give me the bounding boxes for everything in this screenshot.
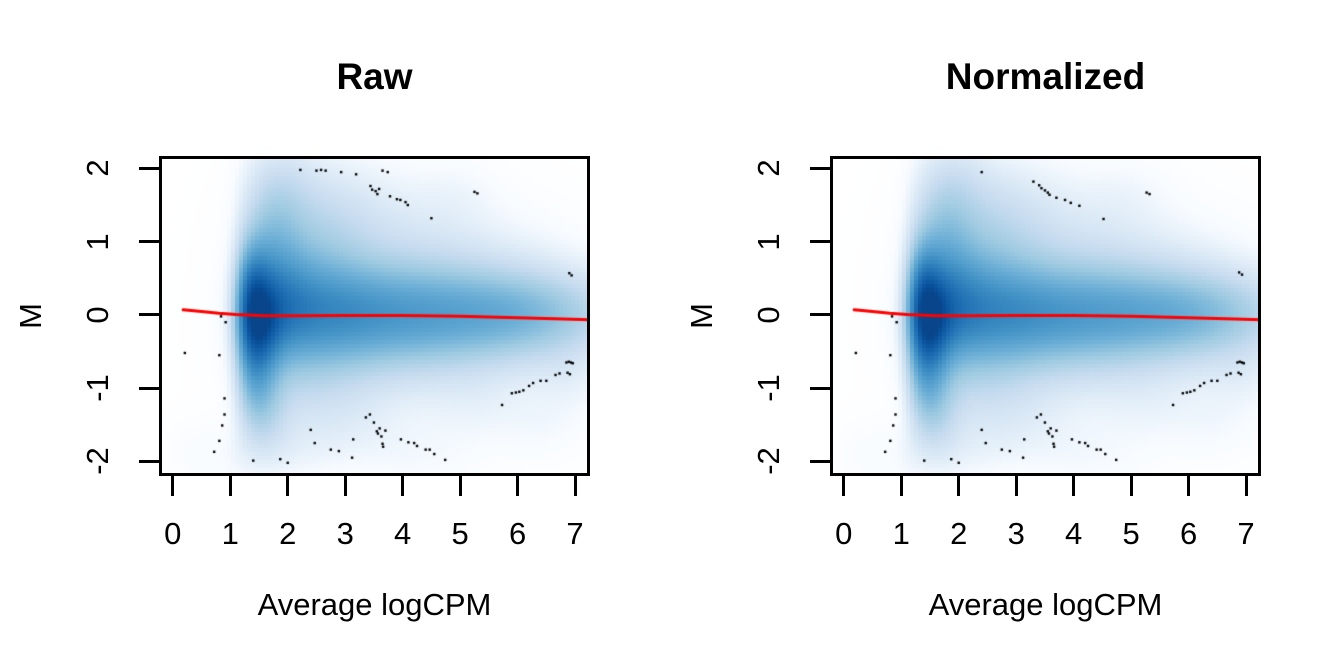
x-axis-label: Average logCPM bbox=[257, 587, 492, 622]
x-tick-label: 2 bbox=[950, 516, 968, 551]
plot-title-raw: Raw bbox=[336, 56, 413, 97]
y-tick-mark bbox=[810, 313, 830, 317]
y-tick-mark bbox=[810, 240, 830, 244]
x-tick-mark bbox=[1129, 476, 1133, 496]
y-tick-label: 1 bbox=[751, 233, 786, 251]
x-tick-label: 7 bbox=[1237, 516, 1255, 551]
x-tick-mark bbox=[401, 476, 405, 496]
y-tick-label: -1 bbox=[80, 374, 115, 402]
x-tick-label: 4 bbox=[1065, 516, 1083, 551]
x-tick-mark bbox=[842, 476, 846, 496]
y-tick-mark bbox=[810, 386, 830, 390]
x-tick-mark bbox=[573, 476, 577, 496]
x-tick-mark bbox=[516, 476, 520, 496]
x-tick-mark bbox=[171, 476, 175, 496]
x-tick-label: 5 bbox=[1122, 516, 1140, 551]
x-tick-mark bbox=[1244, 476, 1248, 496]
x-tick-mark bbox=[458, 476, 462, 496]
plot-border bbox=[159, 156, 590, 476]
x-tick-label: 6 bbox=[508, 516, 527, 551]
x-tick-label: 2 bbox=[279, 516, 297, 551]
x-tick-mark bbox=[228, 476, 232, 496]
y-tick-mark bbox=[139, 459, 159, 463]
x-tick-label: 0 bbox=[835, 516, 853, 551]
x-tick-mark bbox=[1014, 476, 1018, 496]
panel-normalized: Normalized M 0 1 2 3 4 5 6 7 -2 -1 0 1 2 Average log… bbox=[671, 0, 1344, 672]
x-axis-label: Average logCPM bbox=[928, 587, 1163, 622]
y-tick-label: -2 bbox=[80, 447, 115, 476]
density-plot-canvas bbox=[830, 156, 1261, 476]
x-tick-mark bbox=[899, 476, 903, 496]
x-tick-label: 1 bbox=[221, 516, 239, 551]
y-tick-mark bbox=[810, 166, 830, 170]
x-tick-mark bbox=[957, 476, 961, 496]
x-tick-label: 7 bbox=[566, 516, 584, 551]
x-tick-label: 3 bbox=[336, 516, 354, 551]
density-plot-canvas bbox=[159, 156, 590, 476]
x-tick-label: 1 bbox=[892, 516, 910, 551]
y-tick-mark bbox=[810, 459, 830, 463]
y-tick-label: -1 bbox=[751, 374, 786, 402]
x-tick-label: 4 bbox=[394, 516, 412, 551]
x-tick-mark bbox=[286, 476, 290, 496]
y-tick-mark bbox=[139, 386, 159, 390]
y-tick-mark bbox=[139, 166, 159, 170]
y-tick-label: 1 bbox=[80, 233, 115, 251]
y-axis-label: M bbox=[13, 303, 48, 329]
x-tick-label: 6 bbox=[1179, 516, 1198, 551]
x-tick-label: 0 bbox=[164, 516, 182, 551]
y-tick-mark bbox=[139, 313, 159, 317]
x-tick-mark bbox=[1072, 476, 1076, 496]
y-tick-label: -2 bbox=[751, 447, 786, 476]
y-tick-label: 0 bbox=[80, 306, 115, 324]
x-tick-label: 3 bbox=[1007, 516, 1025, 551]
x-tick-mark bbox=[343, 476, 347, 496]
plot-title-normalized: Normalized bbox=[945, 56, 1146, 97]
y-tick-label: 2 bbox=[80, 159, 115, 178]
x-tick-mark bbox=[1187, 476, 1191, 496]
y-tick-mark bbox=[139, 240, 159, 244]
plot-border bbox=[830, 156, 1261, 476]
y-axis-label: M bbox=[684, 303, 719, 329]
y-tick-label: 2 bbox=[751, 159, 786, 178]
panel-raw: Raw M 0 1 2 3 4 5 6 7 -2 -1 0 1 2 Average logCPM bbox=[13, 56, 590, 622]
x-tick-label: 5 bbox=[451, 516, 469, 551]
y-tick-label: 0 bbox=[751, 306, 786, 324]
